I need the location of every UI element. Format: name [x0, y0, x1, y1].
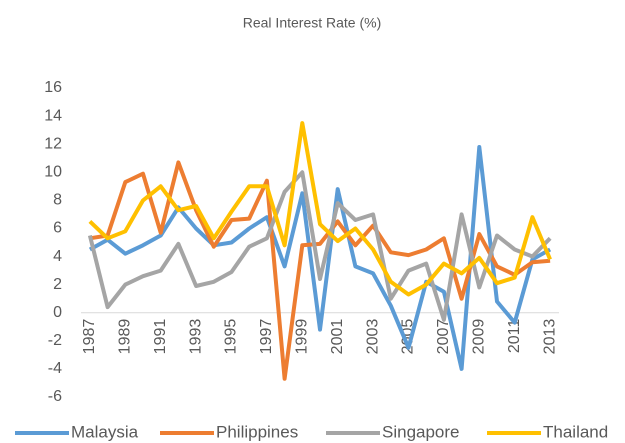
y-tick-label: 14	[44, 107, 62, 124]
x-tick-label: 2001	[329, 319, 346, 355]
y-tick-label: -6	[48, 388, 62, 405]
y-tick-label: -2	[48, 332, 62, 349]
x-tick-label: 1995	[223, 319, 240, 355]
x-tick-label: 2003	[364, 319, 381, 355]
legend-label: Thailand	[543, 422, 608, 441]
y-tick-label: 0	[53, 304, 62, 321]
x-tick-label: 1989	[116, 319, 133, 355]
x-tick-label: 2009	[471, 319, 488, 355]
y-tick-label: 6	[53, 220, 62, 237]
series-line	[88, 121, 552, 297]
x-tick-label: 1987	[81, 319, 98, 355]
series-line	[87, 170, 552, 322]
y-tick-label: 4	[53, 248, 62, 265]
x-tick-label: 1993	[187, 319, 204, 355]
x-tick-label: 2011	[506, 319, 523, 354]
y-tick-label: 16	[44, 79, 62, 96]
x-tick-label: 2013	[541, 319, 558, 355]
y-tick-label: 2	[53, 276, 62, 293]
legend-label: Malaysia	[71, 422, 139, 441]
y-tick-label: 8	[53, 192, 62, 209]
y-tick-label: 12	[44, 135, 62, 152]
legend-label: Singapore	[382, 422, 460, 441]
x-tick-label: 1991	[152, 319, 169, 355]
x-tick-label: 2007	[435, 319, 452, 355]
y-tick-label: -4	[48, 360, 62, 377]
x-tick-label: 1999	[294, 319, 311, 355]
y-tick-label: 10	[44, 163, 62, 180]
series-line	[88, 145, 552, 371]
chart-title: Real Interest Rate (%)	[243, 15, 382, 31]
legend-label: Philippines	[216, 422, 298, 441]
x-tick-label: 1997	[258, 319, 275, 355]
